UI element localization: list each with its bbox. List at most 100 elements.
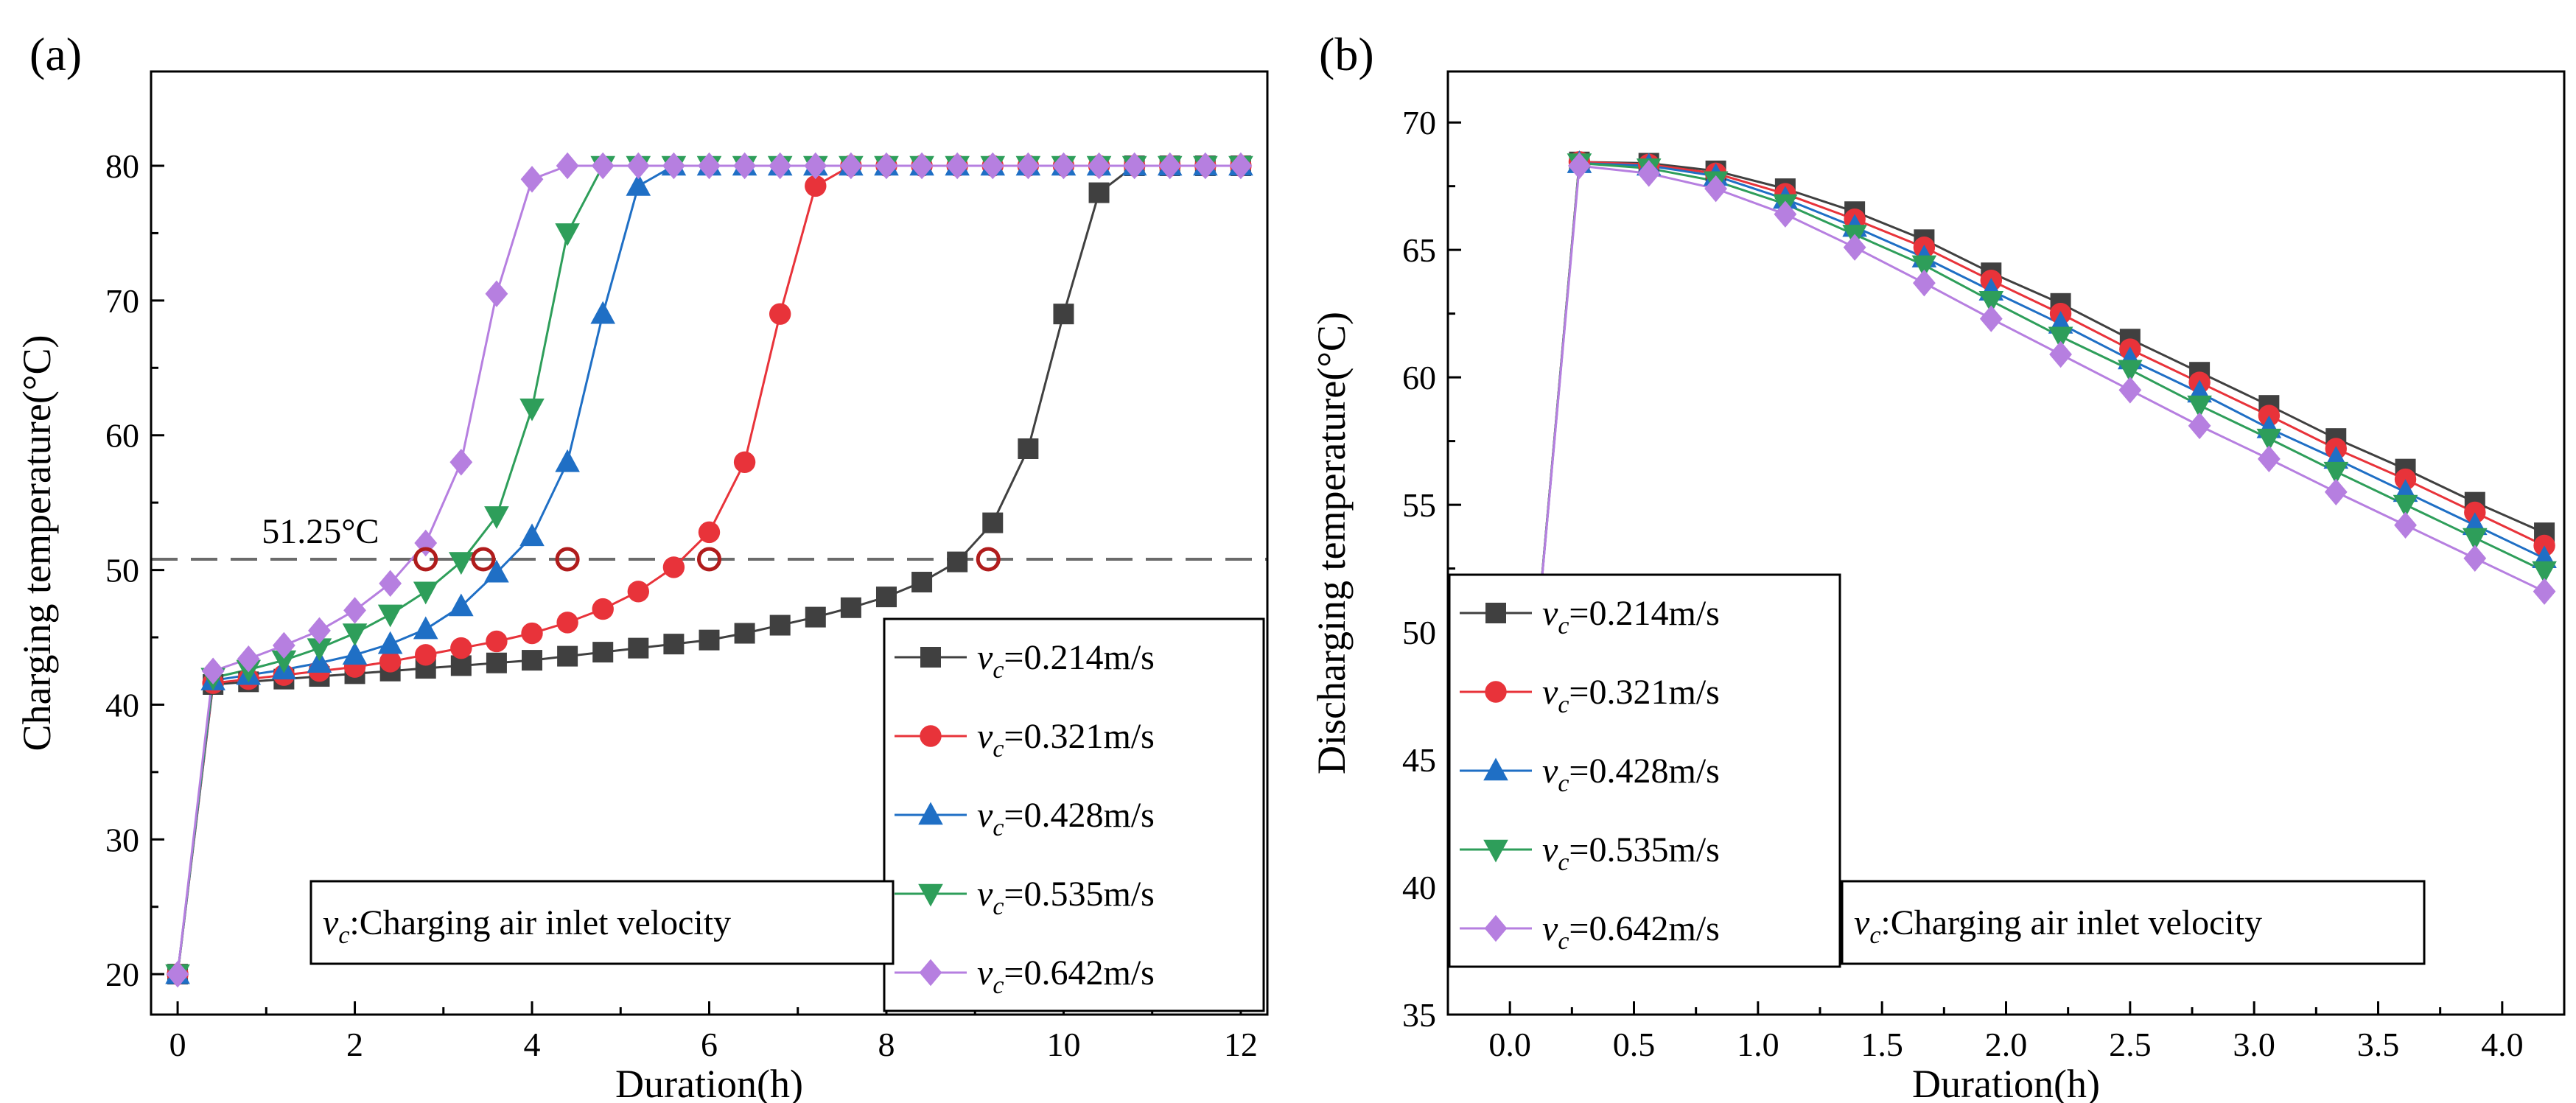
- data-point: [2118, 360, 2143, 383]
- y-tick-label: 50: [1402, 614, 1436, 651]
- data-point: [875, 152, 898, 180]
- data-point: [1229, 152, 1253, 180]
- data-point: [2533, 578, 2556, 605]
- chart-panel-b: (b) 0.0 0.5 1.0 1.5 2.0 2.5 3.0 3.5 4.0 35 40 45 50 55…: [1309, 28, 2566, 1103]
- x-tick-label: 0: [169, 1026, 186, 1063]
- data-point: [2393, 494, 2418, 518]
- x-tick-label: 6: [701, 1026, 718, 1063]
- data-point: [556, 612, 578, 634]
- x-tick-label: 0.5: [1613, 1026, 1656, 1063]
- series-line-5: [1508, 164, 2545, 934]
- data-point: [1158, 152, 1182, 180]
- y-tick-label: 40: [1402, 869, 1436, 906]
- y-tick-label: 65: [1402, 231, 1436, 269]
- legend-label-2: vc=0.321m/s: [977, 717, 1155, 763]
- data-point: [1088, 152, 1110, 180]
- legend-subscript: c: [993, 893, 1004, 920]
- data-point: [1018, 438, 1039, 459]
- series-line-4: [1508, 161, 2545, 934]
- legend-label-5: vc=0.642m/s: [1542, 909, 1720, 955]
- data-point: [2394, 511, 2417, 539]
- data-point: [2256, 428, 2282, 452]
- series-line-2: [1508, 161, 2545, 934]
- data-point: [982, 512, 1004, 533]
- data-point: [733, 152, 756, 180]
- legend: vc=0.214m/svc=0.321m/svc=0.428m/svc=0.53…: [1448, 573, 1841, 968]
- x-axis-label: Duration(h): [615, 1062, 803, 1103]
- crossing-point: [555, 547, 580, 572]
- data-point: [590, 301, 616, 324]
- data-point: [733, 451, 756, 473]
- data-point: [486, 630, 508, 653]
- crossing-point: [697, 547, 721, 572]
- data-point: [627, 581, 650, 603]
- data-point: [591, 152, 615, 180]
- annotation-symbol: v: [1854, 903, 1870, 942]
- annotation-frame: [1841, 880, 2426, 965]
- x-tick-label: 2: [346, 1026, 363, 1063]
- legend-symbol: v: [1542, 830, 1558, 869]
- legend-value: =0.214m/s: [1004, 638, 1154, 677]
- legend-marker-2: [1485, 681, 1507, 703]
- data-point: [307, 638, 332, 662]
- data-point: [804, 152, 827, 180]
- data-point: [556, 152, 579, 180]
- annotation-subscript: c: [1869, 922, 1880, 949]
- data-point: [769, 303, 791, 325]
- x-tick-label: 3.0: [2233, 1026, 2275, 1063]
- data-point: [1088, 182, 1110, 203]
- annotation-box: vc:Charging air inlet velocity: [1841, 880, 2426, 965]
- data-point: [1016, 152, 1040, 180]
- data-point: [484, 506, 509, 529]
- data-point: [413, 616, 438, 640]
- data-point: [698, 521, 721, 544]
- y-tick-label: 70: [105, 282, 139, 320]
- legend-value: =0.214m/s: [1569, 594, 1719, 633]
- data-point: [413, 581, 438, 605]
- legend-subscript: c: [1558, 770, 1569, 797]
- legend-label-1: vc=0.214m/s: [977, 638, 1155, 684]
- data-point: [2532, 561, 2557, 584]
- data-point: [698, 152, 721, 180]
- x-tick-label: 4: [524, 1026, 541, 1063]
- y-tick-label: 35: [1402, 996, 1436, 1034]
- legend-label-3: vc=0.428m/s: [1542, 752, 1720, 797]
- legend-value: =0.321m/s: [1569, 673, 1719, 712]
- data-point: [875, 586, 897, 608]
- data-point: [484, 559, 509, 583]
- data-point: [805, 606, 826, 628]
- x-tick-label: 1.0: [1737, 1026, 1779, 1063]
- data-point: [520, 166, 544, 193]
- legend-value: =0.321m/s: [1004, 717, 1154, 756]
- annotation-box: vc:Charging air inlet velocity: [309, 880, 895, 965]
- legend-symbol: v: [977, 875, 993, 914]
- data-point: [237, 645, 260, 673]
- legend-subscript: c: [1558, 612, 1569, 640]
- annotation-text: vc:Charging air inlet velocity: [1854, 903, 2262, 949]
- y-tick-label: 45: [1402, 741, 1436, 779]
- y-tick-label: 50: [105, 552, 139, 589]
- y-tick-label: 80: [105, 147, 139, 185]
- data-point: [592, 598, 614, 620]
- data-point: [769, 152, 792, 180]
- x-tick-label: 3.5: [2357, 1026, 2400, 1063]
- data-point: [626, 172, 651, 196]
- data-point: [734, 623, 755, 644]
- data-point: [1194, 152, 1217, 180]
- annotation-symbol: v: [323, 903, 339, 942]
- legend-subscript: c: [1558, 849, 1569, 876]
- legend-value: =0.642m/s: [1569, 909, 1719, 948]
- data-point: [272, 631, 295, 659]
- legend-subscript: c: [1558, 691, 1569, 718]
- x-tick-label: 0.0: [1488, 1026, 1531, 1063]
- data-point: [769, 614, 791, 636]
- y-tick-label: 30: [105, 821, 139, 858]
- data-point: [1053, 304, 1074, 325]
- data-point: [662, 556, 685, 578]
- x-axis-label: Duration(h): [1912, 1062, 2100, 1103]
- panel-label: (a): [29, 28, 82, 80]
- data-point: [271, 650, 297, 673]
- data-point: [2463, 545, 2487, 572]
- data-point: [911, 572, 933, 593]
- legend-symbol: v: [1542, 594, 1558, 633]
